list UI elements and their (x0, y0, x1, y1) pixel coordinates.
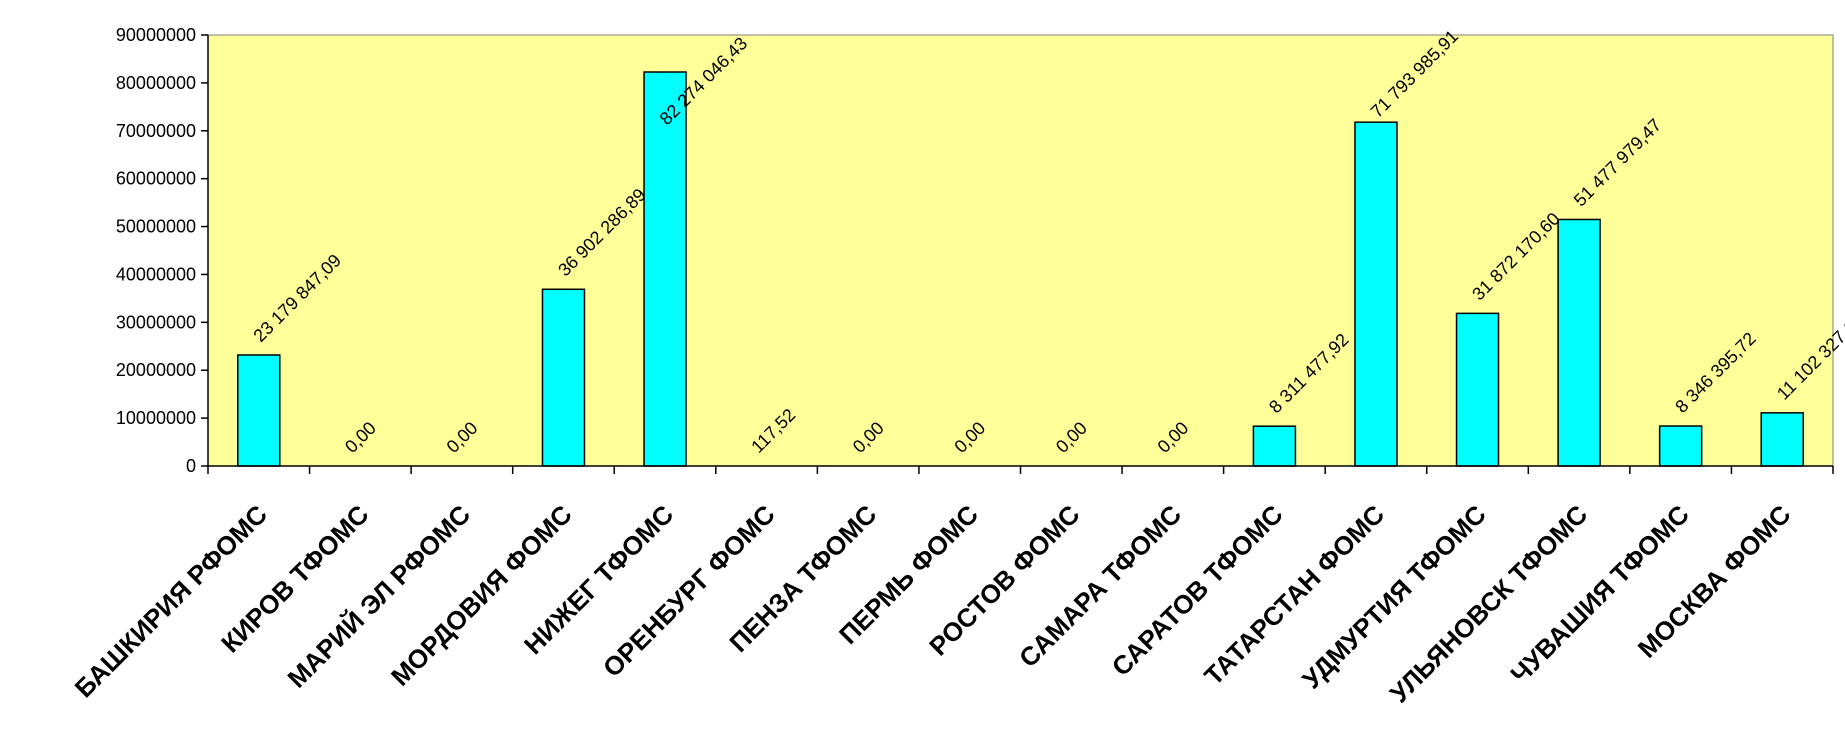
x-category-label: БАШКИРИЯ РФОМС (69, 499, 273, 703)
bar (541, 288, 586, 467)
y-tick-label: 70000000 (116, 121, 196, 141)
bar (1760, 412, 1804, 467)
bar (1658, 425, 1703, 467)
x-category-label: ОРЕНБУРГ ФОМС (597, 499, 781, 683)
x-category-label: МАРИЙ ЭЛ РФОМС (282, 499, 477, 694)
y-tick-label: 40000000 (116, 264, 196, 284)
x-category-label: ТАТАРСТАН ФОМС (1198, 499, 1390, 691)
bar (1354, 121, 1398, 467)
x-category-label: МОРДОВИЯ ФОМС (385, 499, 578, 692)
y-tick-label: 50000000 (116, 217, 196, 237)
bar (237, 354, 281, 467)
bar (643, 71, 687, 467)
x-category-label: САРАТОВ ТФОМС (1106, 499, 1289, 682)
x-category-label: УДМУРТИЯ ТФОМС (1296, 499, 1492, 695)
y-tick-label: 20000000 (116, 360, 196, 380)
y-tick-label: 0 (186, 456, 196, 476)
x-category-label: ЧУВАШИЯ ТФОМС (1505, 499, 1695, 689)
bar (1557, 218, 1601, 467)
y-tick-label: 90000000 (116, 25, 196, 45)
bar (1252, 425, 1297, 467)
y-tick-label: 60000000 (116, 169, 196, 189)
x-category-label: УЛЬЯНОВСК ТФОМС (1384, 499, 1594, 709)
y-axis: 0 10000000 20000000 30000000 40000000 5000000… (116, 25, 209, 476)
bars (237, 71, 1804, 467)
bar (1455, 312, 1500, 467)
y-tick-label: 80000000 (116, 73, 196, 93)
y-tick-label: 10000000 (116, 408, 196, 428)
y-tick-label: 30000000 (116, 312, 196, 332)
